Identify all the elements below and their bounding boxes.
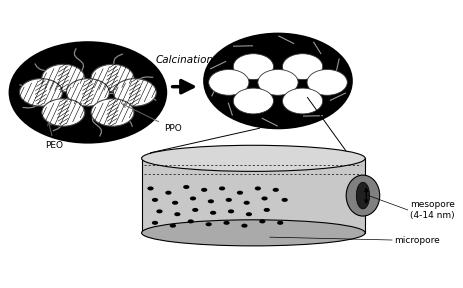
Text: Calcination: Calcination bbox=[156, 55, 213, 65]
Ellipse shape bbox=[142, 145, 365, 171]
Ellipse shape bbox=[346, 175, 380, 216]
Text: PPO: PPO bbox=[123, 104, 181, 133]
Ellipse shape bbox=[142, 220, 365, 246]
Circle shape bbox=[241, 224, 248, 228]
Circle shape bbox=[174, 212, 181, 216]
Circle shape bbox=[233, 54, 274, 79]
Circle shape bbox=[165, 191, 171, 195]
Circle shape bbox=[219, 186, 225, 190]
Circle shape bbox=[42, 64, 85, 92]
Circle shape bbox=[152, 198, 158, 202]
Circle shape bbox=[201, 188, 207, 192]
Bar bbox=[142, 158, 365, 233]
Circle shape bbox=[262, 196, 268, 200]
Circle shape bbox=[170, 224, 176, 228]
Circle shape bbox=[255, 186, 261, 190]
Circle shape bbox=[282, 54, 323, 79]
Circle shape bbox=[282, 88, 323, 114]
Circle shape bbox=[233, 88, 274, 114]
Circle shape bbox=[206, 222, 212, 226]
Circle shape bbox=[152, 221, 158, 225]
Circle shape bbox=[228, 209, 234, 213]
Circle shape bbox=[19, 79, 63, 106]
Circle shape bbox=[225, 198, 232, 202]
Circle shape bbox=[66, 79, 109, 106]
Circle shape bbox=[259, 219, 265, 223]
Circle shape bbox=[42, 99, 85, 126]
Circle shape bbox=[209, 69, 249, 95]
Circle shape bbox=[263, 208, 270, 212]
Circle shape bbox=[156, 209, 163, 213]
Circle shape bbox=[172, 201, 178, 205]
Circle shape bbox=[10, 42, 166, 143]
Circle shape bbox=[183, 185, 189, 189]
Circle shape bbox=[282, 198, 288, 202]
Circle shape bbox=[188, 219, 194, 223]
Circle shape bbox=[244, 201, 250, 205]
Circle shape bbox=[208, 199, 214, 203]
Circle shape bbox=[91, 64, 134, 92]
Circle shape bbox=[113, 79, 156, 106]
Circle shape bbox=[192, 208, 198, 212]
Circle shape bbox=[277, 221, 283, 225]
Circle shape bbox=[204, 34, 352, 128]
Text: micropore: micropore bbox=[394, 236, 440, 245]
Circle shape bbox=[246, 212, 252, 216]
Circle shape bbox=[237, 191, 243, 195]
Circle shape bbox=[91, 99, 134, 126]
Circle shape bbox=[307, 69, 347, 95]
Circle shape bbox=[258, 69, 298, 95]
Circle shape bbox=[147, 186, 154, 190]
Text: PEO: PEO bbox=[45, 122, 63, 150]
Circle shape bbox=[210, 211, 216, 215]
Circle shape bbox=[273, 188, 279, 192]
Ellipse shape bbox=[356, 182, 369, 209]
Circle shape bbox=[190, 196, 196, 200]
Circle shape bbox=[224, 221, 230, 225]
Text: mesopore
(4-14 nm): mesopore (4-14 nm) bbox=[410, 200, 455, 220]
